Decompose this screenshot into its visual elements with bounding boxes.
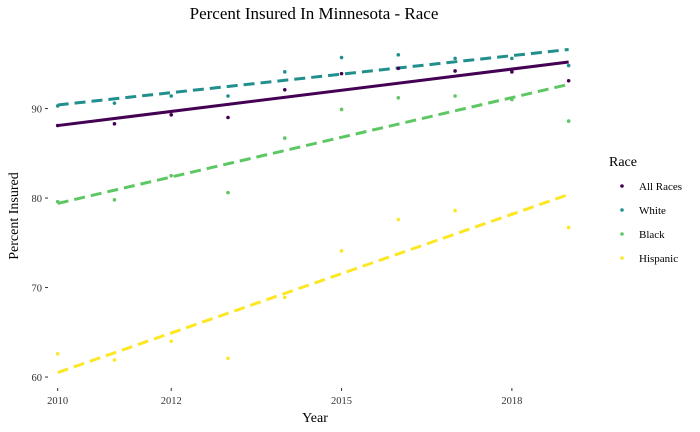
data-point-black: [282, 136, 287, 140]
legend-key-white: [620, 208, 624, 212]
y-tick-label: 80: [32, 194, 43, 205]
data-point-hispanic: [453, 208, 457, 213]
legend-label: Black: [639, 229, 665, 241]
trend-line-white: [57, 47, 569, 107]
legend-key-black: [620, 232, 624, 236]
y-tick-label: 90: [32, 105, 43, 116]
x-tick-label: 2018: [501, 396, 522, 407]
trend-line-hispanic: [57, 193, 570, 374]
data-point-white: [453, 56, 457, 61]
trend-line-black: [57, 82, 569, 205]
legend-items: All Races White Black Hispanic: [620, 181, 682, 265]
data-point-all-races: [510, 70, 514, 74]
data-point-black: [55, 199, 60, 204]
x-tick-label: 2012: [161, 396, 182, 407]
data-point-white: [169, 94, 174, 98]
y-tick-label: 70: [32, 284, 43, 295]
data-point-all-races: [453, 69, 457, 73]
data-points: [55, 53, 571, 362]
data-point-black: [169, 173, 174, 178]
data-point-hispanic: [226, 356, 230, 361]
data-point-all-races: [226, 115, 230, 120]
data-point-all-races: [282, 87, 287, 92]
legend-title: Race: [609, 155, 637, 170]
data-point-white: [566, 63, 571, 68]
data-point-all-races: [169, 113, 174, 117]
data-point-black: [453, 94, 457, 98]
data-point-all-races: [566, 79, 571, 83]
data-point-black: [510, 97, 514, 102]
y-axis: 60 70 80 90: [32, 105, 48, 384]
data-point-black: [112, 198, 117, 202]
y-axis-title: Percent Insured: [7, 172, 22, 259]
data-point-all-races: [339, 71, 344, 76]
data-point-white: [396, 53, 401, 57]
data-point-hispanic: [396, 217, 401, 222]
legend: Race All Races White Black Hispanic: [609, 155, 682, 265]
data-point-white: [510, 56, 514, 61]
data-point-white: [339, 55, 344, 60]
trend-lines: [57, 47, 570, 374]
chart-title: Percent Insured In Minnesota - Race: [190, 4, 439, 23]
x-axis: 2010 2012 2015 2018: [47, 388, 522, 407]
data-point-white: [282, 70, 287, 74]
trend-line-all-races: [57, 60, 569, 128]
data-point-hispanic: [112, 358, 117, 362]
legend-label: Hispanic: [639, 253, 678, 265]
legend-key-all-races: [620, 184, 624, 188]
data-point-all-races: [396, 66, 401, 71]
data-point-white: [112, 101, 117, 105]
data-point-hispanic: [282, 295, 287, 300]
data-point-hispanic: [510, 212, 514, 216]
data-point-hispanic: [566, 225, 571, 230]
legend-label: All Races: [639, 181, 682, 193]
y-tick-label: 60: [32, 373, 43, 384]
legend-label: White: [639, 205, 666, 217]
data-point-white: [226, 94, 230, 98]
data-point-all-races: [112, 121, 117, 126]
x-tick-label: 2010: [47, 396, 68, 407]
data-point-black: [396, 96, 401, 100]
data-point-hispanic: [55, 351, 60, 356]
data-point-black: [339, 107, 344, 112]
x-axis-title: Year: [302, 411, 328, 426]
legend-key-hispanic: [620, 256, 624, 260]
data-point-hispanic: [169, 339, 174, 344]
data-point-hispanic: [339, 249, 344, 253]
data-point-black: [226, 190, 230, 195]
data-point-black: [566, 119, 571, 123]
x-tick-label: 2015: [331, 396, 352, 407]
plot-area: 2010 2012 2015 2018 60 70 80 90: [32, 47, 571, 407]
data-point-all-races: [55, 123, 60, 128]
data-point-white: [55, 104, 60, 108]
